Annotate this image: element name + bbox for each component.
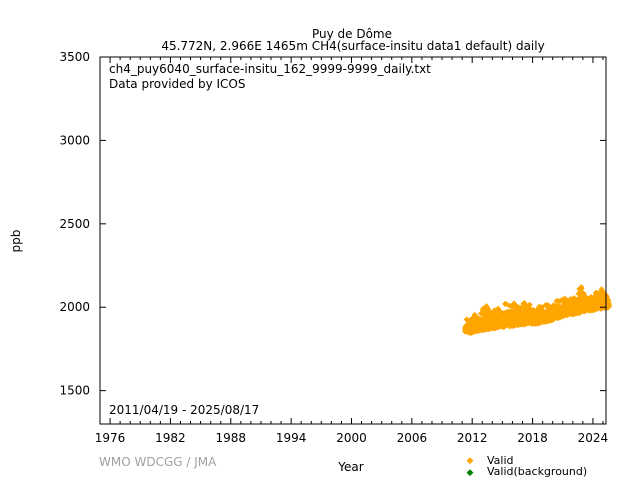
legend-label-valid: Valid <box>487 454 514 467</box>
data-point <box>522 308 529 315</box>
data-point <box>529 320 536 327</box>
y-tick-label: 1500 <box>59 384 90 398</box>
y-tick-label: 3000 <box>59 133 90 147</box>
y-axis-label: ppb <box>9 230 23 253</box>
data-point <box>579 291 586 298</box>
y-tick-label: 3500 <box>59 50 90 64</box>
data-point <box>483 303 490 310</box>
legend: ◆ Valid ◆ Valid(background) <box>467 454 588 478</box>
x-tick-label: 1976 <box>95 431 126 445</box>
data-point <box>521 300 528 307</box>
data-point <box>574 304 581 311</box>
legend-marker-valid: ◆ <box>467 456 474 466</box>
x-tick-label: 2018 <box>517 431 548 445</box>
plot-frame <box>99 56 607 425</box>
watermark: WMO WDCGG / JMA <box>99 455 217 469</box>
x-tick-label: 1994 <box>276 431 307 445</box>
data-point <box>503 301 510 308</box>
date-range-label: 2011/04/19 - 2025/08/17 <box>109 403 259 417</box>
chart-title: Puy de Dôme <box>312 27 392 41</box>
data-point <box>548 310 555 317</box>
legend-label-background: Valid(background) <box>487 465 587 478</box>
data-point <box>463 328 470 335</box>
data-point <box>487 309 494 316</box>
y-tick-label: 2000 <box>59 300 90 314</box>
data-point <box>573 308 580 315</box>
data-point <box>518 321 525 328</box>
chart-subtitle: 45.772N, 2.966E 1465m CH4(surface-insitu… <box>161 39 544 53</box>
data-point <box>478 310 485 317</box>
data-point <box>535 306 542 313</box>
y-tick-label: 2500 <box>59 217 90 231</box>
x-tick-label: 2012 <box>457 431 488 445</box>
file-label: ch4_puy6040_surface-insitu_162_9999-9999… <box>109 62 431 76</box>
data-point <box>578 284 585 291</box>
data-point <box>482 315 489 322</box>
data-point <box>525 302 532 309</box>
data-point <box>559 296 566 303</box>
data-point <box>513 320 520 327</box>
data-point <box>588 299 595 306</box>
data-point <box>518 304 525 311</box>
provider-label: Data provided by ICOS <box>109 77 245 91</box>
x-tick-label: 2000 <box>336 431 367 445</box>
data-point <box>532 314 539 321</box>
legend-marker-background: ◆ <box>467 468 474 478</box>
x-tick-label: 1988 <box>216 431 247 445</box>
data-points <box>462 284 612 336</box>
axes: 1976 1982 1988 1994 2000 2006 2012 2018 2024 1500… <box>59 50 608 445</box>
x-tick-label: 2006 <box>397 431 428 445</box>
data-point <box>543 318 550 325</box>
data-point <box>583 294 590 301</box>
x-tick-label: 1982 <box>155 431 186 445</box>
x-axis-label: Year <box>337 460 363 474</box>
x-tick-label: 2024 <box>578 431 609 445</box>
